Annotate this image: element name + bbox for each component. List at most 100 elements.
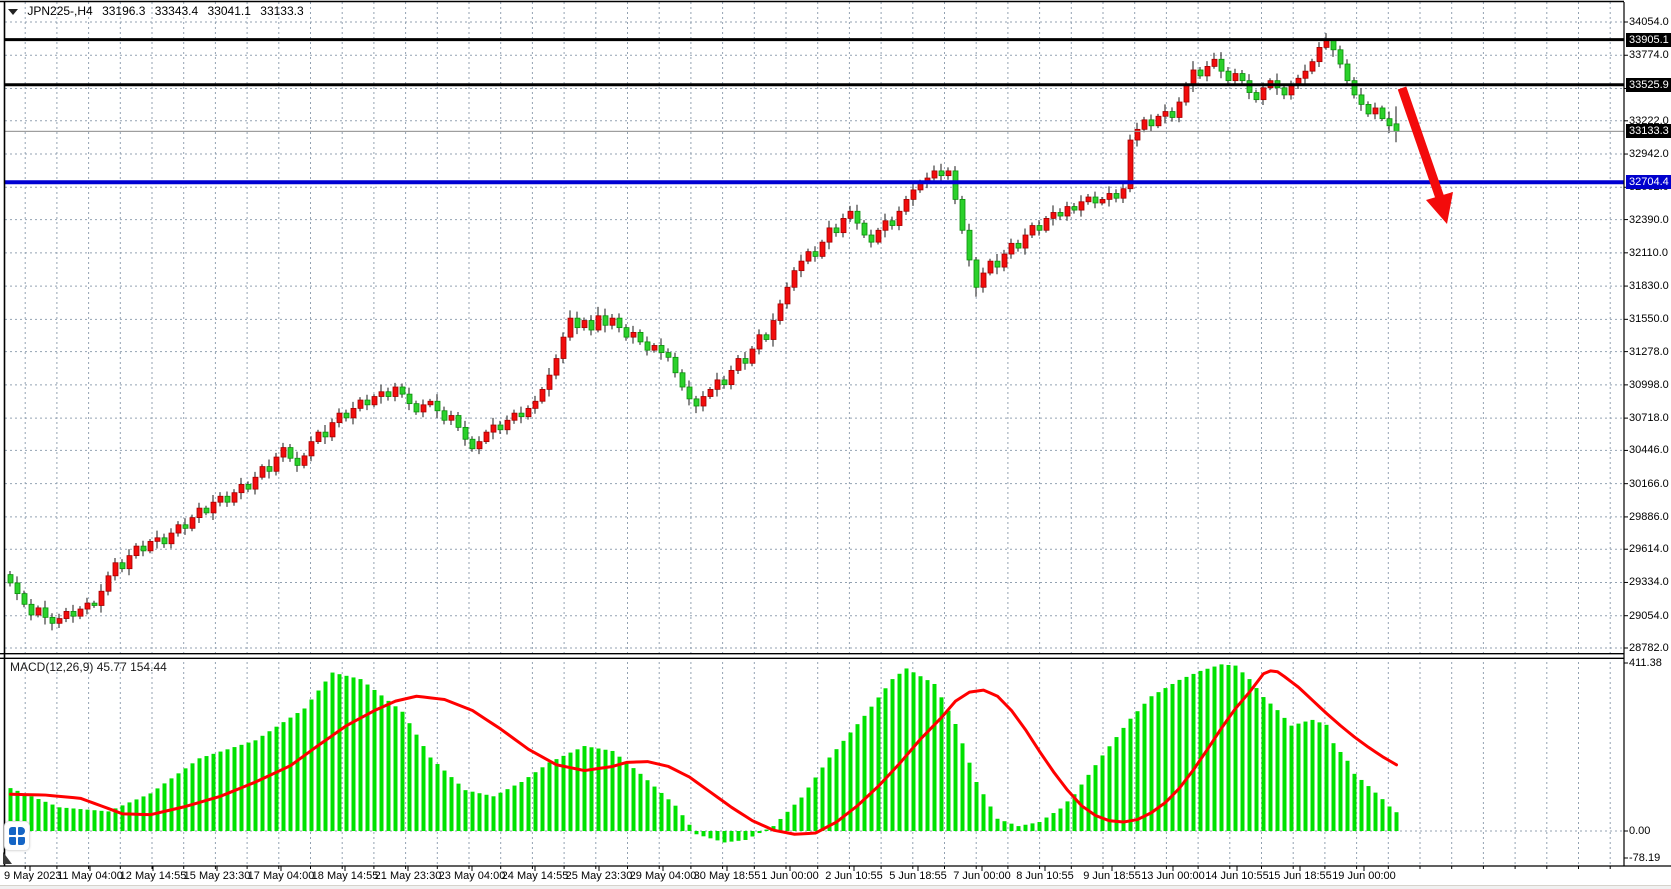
macd-histogram-bar <box>890 679 895 831</box>
bull-candle <box>525 407 532 418</box>
macd-histogram-bar <box>897 673 902 831</box>
bull-candle <box>539 388 546 402</box>
down-arrow-shaft[interactable] <box>1397 86 1445 200</box>
blue-grid-logo-icon <box>9 827 25 845</box>
ohlc-close-value: 33133.3 <box>260 4 304 18</box>
macd-histogram-bar <box>680 815 685 831</box>
macd-histogram-bar <box>666 799 671 831</box>
price-tick-label: 31278.0 <box>1629 345 1669 358</box>
macd-histogram-bar <box>484 794 489 831</box>
panel-separator[interactable] <box>0 653 1624 659</box>
time-tick-label: 25 May 23:30 <box>565 870 633 882</box>
macd-histogram-bar <box>1240 672 1245 831</box>
macd-histogram-bar <box>848 732 853 831</box>
macd-histogram-bar <box>554 759 559 831</box>
macd-histogram-bar <box>421 746 426 831</box>
broker-logo-button[interactable] <box>4 821 30 851</box>
macd-histogram-bar <box>1366 786 1371 831</box>
bull-candle <box>126 555 133 570</box>
bull-candle <box>1099 198 1106 204</box>
bull-candle <box>595 315 602 331</box>
bear-candle <box>966 229 973 261</box>
macd-histogram-bar <box>225 749 230 831</box>
macd-histogram-bar <box>1023 824 1028 831</box>
macd-histogram-bar <box>113 808 118 831</box>
macd-histogram-bar <box>904 668 909 831</box>
bull-candle <box>511 412 518 421</box>
time-tick-label: 7 Jun 00:00 <box>953 870 1011 882</box>
macd-histogram-bar <box>351 677 356 831</box>
macd-histogram-bar <box>281 722 286 831</box>
bull-candle <box>1085 196 1092 203</box>
bull-candle <box>217 495 224 503</box>
time-tick-label: 14 Jun 10:55 <box>1205 870 1269 882</box>
bull-candle <box>252 476 259 490</box>
macd-histogram-bar <box>701 831 706 837</box>
bull-candle <box>1064 206 1071 217</box>
macd-histogram-bar <box>491 796 496 831</box>
bull-candle <box>504 419 511 431</box>
macd-histogram-bar <box>1030 823 1035 831</box>
bear-candle <box>462 426 469 440</box>
bear-candle <box>413 403 420 413</box>
bull-candle <box>945 170 952 177</box>
macd-histogram-bar <box>1135 711 1140 831</box>
bull-candle <box>378 391 385 397</box>
bear-candle <box>1169 111 1176 118</box>
bear-candle <box>7 574 14 584</box>
macd-histogram-bar <box>330 672 335 831</box>
macd-histogram-bar <box>561 755 566 831</box>
macd-histogram-bar <box>1296 723 1301 831</box>
bull-candle <box>1141 119 1148 130</box>
chevron-down-icon[interactable] <box>8 8 18 15</box>
macd-histogram-bar <box>274 726 279 831</box>
bull-candle <box>651 345 658 351</box>
bull-candle <box>1050 212 1057 219</box>
macd-histogram-bar <box>470 791 475 831</box>
macd-histogram-bar <box>155 788 160 831</box>
macd-histogram-bar <box>1009 823 1014 831</box>
macd-histogram-bar <box>78 809 83 831</box>
macd-histogram-bar <box>1149 696 1154 831</box>
bull-candle <box>35 607 42 616</box>
macd-indicator-label: MACD(12,26,9) 45.77 154.44 <box>10 660 167 674</box>
bull-candle <box>987 260 994 274</box>
macd-histogram-bar <box>57 807 62 831</box>
macd-histogram-bar <box>1268 703 1273 831</box>
bear-candle <box>14 582 21 595</box>
macd-tick-label: 411.38 <box>1629 657 1662 669</box>
macd-histogram-bar <box>218 751 223 831</box>
macd-histogram-bar <box>288 717 293 831</box>
bull-candle <box>1316 47 1323 63</box>
ohlc-low-value: 33041.1 <box>207 4 251 18</box>
time-tick-label: 18 May 14:55 <box>311 870 379 882</box>
bear-candle <box>574 317 581 329</box>
bull-candle <box>749 348 756 364</box>
time-tick-label: 24 May 14:55 <box>501 870 569 882</box>
macd-histogram-bar <box>1156 692 1161 831</box>
bear-candle <box>1148 119 1155 127</box>
bull-candle <box>798 260 805 272</box>
macd-histogram-bar <box>715 831 720 841</box>
macd-histogram-bar <box>953 724 958 831</box>
price-level-badge: 33133.3 <box>1626 124 1671 139</box>
bull-candle <box>1372 107 1379 115</box>
bull-candle <box>791 270 798 288</box>
bear-candle <box>889 220 896 226</box>
bear-candle <box>266 466 273 472</box>
macd-histogram-bar <box>106 811 111 831</box>
bull-candle <box>1106 193 1113 200</box>
bear-candle <box>1281 87 1288 96</box>
macd-histogram-bar <box>50 804 55 831</box>
macd-histogram-bar <box>498 792 503 831</box>
bull-candle <box>980 272 987 288</box>
bull-candle <box>777 303 784 321</box>
price-level-badge: 32704.4 <box>1626 175 1671 190</box>
down-arrow-head[interactable] <box>1426 192 1453 224</box>
bear-candle <box>1330 39 1337 51</box>
bull-candle <box>231 492 238 503</box>
bear-candle <box>1092 196 1099 204</box>
bear-candle <box>399 386 406 395</box>
macd-histogram-bar <box>778 818 783 831</box>
